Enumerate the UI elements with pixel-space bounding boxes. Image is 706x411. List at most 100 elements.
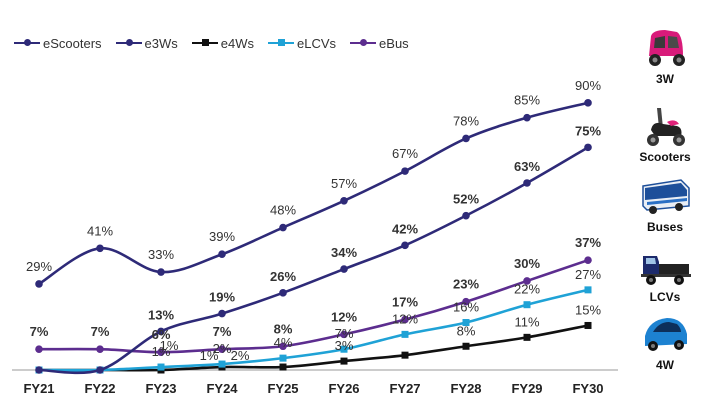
point-e3ws	[523, 179, 531, 187]
point-ebus	[401, 315, 409, 324]
data-label: 63%	[514, 159, 540, 174]
point-elcvs	[584, 286, 592, 294]
data-label: 6%	[152, 327, 171, 342]
data-label: 16%	[453, 300, 479, 315]
series-line-ebus	[37, 258, 590, 354]
data-label: 4%	[274, 335, 293, 350]
data-label: 75%	[575, 123, 601, 138]
legend-swatch	[350, 39, 377, 46]
three-wheeler-icon	[637, 26, 693, 70]
data-label: 85%	[514, 93, 540, 108]
data-label: 8%	[457, 323, 476, 338]
legend-item-e3ws: e3Ws	[115, 36, 178, 51]
series-line-escooters	[37, 101, 590, 286]
point-ebus	[35, 345, 43, 354]
data-label: 7%	[91, 324, 110, 339]
data-label: 15%	[575, 302, 601, 317]
data-label: 30%	[514, 256, 540, 271]
x-tick-label: FY29	[511, 381, 542, 396]
legend-swatch	[14, 39, 40, 46]
data-label: 2%	[213, 341, 232, 356]
data-label: 57%	[331, 176, 357, 191]
x-tick-label: FY26	[328, 381, 359, 396]
data-label: 2%	[231, 348, 250, 363]
legend-swatch	[115, 39, 142, 46]
point-elcvs	[401, 330, 409, 338]
point-escooters	[584, 99, 592, 107]
point-ebus	[279, 342, 287, 351]
point-ebus	[218, 345, 226, 354]
data-label: 8%	[274, 321, 293, 336]
point-e3ws	[584, 143, 592, 152]
data-label: 37%	[575, 235, 601, 250]
point-e3ws	[279, 289, 287, 297]
point-e4ws	[462, 342, 470, 350]
point-escooters	[401, 167, 409, 175]
side-label: Scooters	[639, 150, 691, 164]
point-escooters	[462, 134, 470, 143]
data-label: 90%	[575, 78, 601, 93]
point-e3ws	[401, 241, 409, 250]
legend-label: e4Ws	[220, 35, 255, 51]
data-label: 67%	[392, 146, 418, 161]
point-escooters	[35, 280, 43, 288]
legend-item-escooters: eScooters	[14, 36, 102, 51]
x-tick-label: FY22	[84, 381, 115, 396]
point-elcvs	[462, 319, 470, 327]
data-label: 42%	[392, 221, 418, 236]
chart-legend: eScooters e3Ws e4Ws eLCVs eBus	[14, 34, 423, 52]
point-elcvs	[279, 354, 287, 362]
point-ebus	[340, 330, 348, 339]
point-escooters	[96, 244, 104, 253]
legend-item-e4ws: e4Ws	[191, 35, 255, 51]
point-elcvs	[523, 301, 531, 309]
point-e3ws	[340, 265, 348, 273]
data-label: 34%	[331, 245, 357, 260]
side-label: 3W	[656, 72, 674, 86]
point-e3ws	[96, 366, 104, 374]
x-tick-label: FY25	[267, 381, 298, 396]
data-label: 1%	[200, 348, 219, 363]
point-ebus	[96, 345, 104, 354]
data-label: 33%	[148, 247, 174, 262]
side-label: Buses	[646, 220, 684, 234]
point-e4ws	[523, 333, 531, 341]
legend-label: eBus	[379, 35, 409, 51]
point-e4ws	[340, 357, 348, 365]
x-tick-label: FY30	[572, 381, 603, 396]
side-item-lcvs: LCVs	[630, 244, 700, 304]
bus-icon	[637, 174, 693, 218]
point-e4ws	[279, 363, 287, 371]
data-label: 12%	[331, 309, 357, 324]
data-label: 12%	[392, 311, 418, 326]
point-escooters	[279, 223, 287, 232]
point-ebus	[462, 297, 470, 306]
point-elcvs	[340, 345, 348, 353]
point-e4ws	[401, 351, 409, 359]
series-line-e4ws	[37, 324, 590, 372]
data-label: 52%	[453, 192, 479, 207]
data-label: 78%	[453, 113, 479, 128]
point-escooters	[523, 113, 531, 122]
scooter-icon	[637, 104, 693, 148]
data-label: 26%	[270, 269, 296, 284]
x-tick-label: FY23	[145, 381, 176, 396]
data-label: 7%	[213, 324, 232, 339]
x-tick-label: FY28	[450, 381, 481, 396]
truck-icon	[637, 244, 693, 288]
point-escooters	[340, 197, 348, 205]
point-e3ws	[218, 309, 226, 318]
legend-item-ebus: eBus	[350, 36, 409, 51]
legend-swatch	[268, 39, 295, 46]
point-escooters	[218, 250, 226, 259]
car-icon	[637, 312, 693, 356]
side-item-3w: 3W	[630, 26, 700, 86]
series-line-e3ws	[37, 146, 590, 375]
legend-label: eLCVs	[297, 35, 337, 51]
series-line-elcvs	[37, 288, 590, 372]
side-label: LCVs	[649, 290, 681, 304]
legend-swatch	[191, 39, 218, 46]
data-label: 1%	[160, 338, 179, 353]
side-label: 4W	[656, 358, 674, 372]
legend-item-elcvs: eLCVs	[268, 36, 336, 51]
